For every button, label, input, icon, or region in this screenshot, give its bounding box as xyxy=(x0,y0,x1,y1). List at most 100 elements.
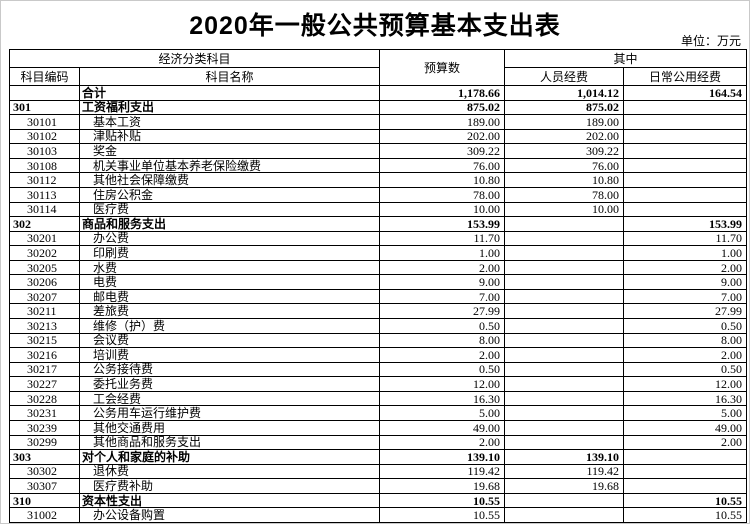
code-cell xyxy=(9,85,80,101)
personnel-cell: 10.00 xyxy=(504,201,625,218)
header-code: 科目编码 xyxy=(9,67,80,86)
table-row: 30227 委托业务费 12.00 12.00 xyxy=(9,376,748,392)
table-row: 30211 差旅费 27.99 27.99 xyxy=(9,303,748,319)
daily-public-cell: 10.55 xyxy=(623,507,748,523)
personnel-cell xyxy=(504,288,625,305)
name-cell: 津贴补贴 xyxy=(78,128,381,145)
budget-cell: 78.00 xyxy=(379,186,506,203)
name-cell: 邮电费 xyxy=(78,288,381,305)
daily-public-cell xyxy=(623,114,748,130)
table-row: 30302 退休费 119.42 119.42 xyxy=(9,463,748,480)
name-cell: 其他交通费用 xyxy=(78,419,381,436)
code-cell: 30213 xyxy=(9,318,80,334)
daily-public-cell: 12.00 xyxy=(623,376,748,392)
code-cell: 30114 xyxy=(9,201,80,218)
table-row: 31002 办公设备购置 10.55 10.55 xyxy=(9,507,748,523)
daily-public-cell xyxy=(623,463,748,480)
personnel-cell: 139.10 xyxy=(504,449,625,465)
budget-cell: 153.99 xyxy=(379,216,506,232)
budget-cell: 2.00 xyxy=(379,347,506,363)
code-cell: 310 xyxy=(9,492,80,509)
code-cell: 30103 xyxy=(9,143,80,159)
code-cell: 30101 xyxy=(9,114,80,130)
code-cell: 30211 xyxy=(9,303,80,319)
daily-public-cell: 27.99 xyxy=(623,303,748,319)
name-cell: 资本性支出 xyxy=(78,492,381,509)
name-cell: 商品和服务支出 xyxy=(78,216,381,232)
name-cell: 培训费 xyxy=(78,347,381,363)
budget-cell: 10.55 xyxy=(379,507,506,523)
daily-public-cell: 8.00 xyxy=(623,332,748,349)
name-cell: 退休费 xyxy=(78,463,381,480)
personnel-cell xyxy=(504,492,625,509)
code-cell: 30228 xyxy=(9,390,80,407)
name-cell: 委托业务费 xyxy=(78,376,381,392)
unit-label: 单位：万元 xyxy=(680,34,741,48)
table-row: 30102 津贴补贴 202.00 202.00 xyxy=(9,128,748,145)
header-name: 科目名称 xyxy=(78,67,381,86)
daily-public-cell: 0.50 xyxy=(623,318,748,334)
budget-cell: 8.00 xyxy=(379,332,506,349)
personnel-cell xyxy=(504,390,625,407)
budget-cell: 309.22 xyxy=(379,143,506,159)
code-cell: 30112 xyxy=(9,172,80,188)
budget-cell: 7.00 xyxy=(379,288,506,305)
name-cell: 住房公积金 xyxy=(78,186,381,203)
budget-cell: 5.00 xyxy=(379,405,506,421)
header-row-1: 经济分类科目 预算数 其中 xyxy=(8,49,748,86)
table-row: 30213 维修（护）费 0.50 0.50 xyxy=(9,318,748,334)
personnel-cell xyxy=(504,303,625,319)
personnel-cell xyxy=(504,507,625,523)
name-cell: 公务用车运行维护费 xyxy=(78,405,381,421)
table-row: 302 商品和服务支出 153.99 153.99 xyxy=(9,216,748,232)
personnel-cell: 78.00 xyxy=(504,186,625,203)
budget-cell: 1.00 xyxy=(379,245,506,261)
daily-public-cell: 16.30 xyxy=(623,390,748,407)
table-row: 30239 其他交通费用 49.00 49.00 xyxy=(9,419,748,436)
daily-public-cell: 11.70 xyxy=(623,230,748,247)
table-row: 30113 住房公积金 78.00 78.00 xyxy=(9,186,748,203)
code-cell: 30302 xyxy=(9,463,80,480)
personnel-cell xyxy=(504,332,625,349)
daily-public-cell xyxy=(623,143,748,159)
personnel-cell xyxy=(504,245,625,261)
code-cell: 30227 xyxy=(9,376,80,392)
table-row: 30103 奖金 309.22 309.22 xyxy=(9,143,748,159)
daily-public-cell: 2.00 xyxy=(623,259,748,276)
personnel-cell xyxy=(504,216,625,232)
daily-public-cell: 1.00 xyxy=(623,245,748,261)
personnel-cell xyxy=(504,347,625,363)
table-row: 30207 邮电费 7.00 7.00 xyxy=(9,288,748,305)
code-cell: 30239 xyxy=(9,419,80,436)
personnel-cell xyxy=(504,376,625,392)
budget-cell: 16.30 xyxy=(379,390,506,407)
table-row: 303 对个人和家庭的补助 139.10 139.10 xyxy=(9,449,748,465)
name-cell: 水费 xyxy=(78,259,381,276)
personnel-cell xyxy=(504,274,625,290)
budget-cell: 119.42 xyxy=(379,463,506,480)
header-personnel: 人员经费 xyxy=(504,67,625,86)
header-budget: 预算数 xyxy=(379,49,506,86)
budget-cell: 1,178.66 xyxy=(379,85,506,101)
budget-cell: 27.99 xyxy=(379,303,506,319)
table-row: 310 资本性支出 10.55 10.55 xyxy=(9,492,748,509)
header-row-2: 科目编码 科目名称 人员经费 日常公用经费 xyxy=(9,67,748,86)
daily-public-cell: 10.55 xyxy=(623,492,748,509)
table-row: 30101 基本工资 189.00 189.00 xyxy=(9,114,748,130)
name-cell: 差旅费 xyxy=(78,303,381,319)
daily-public-cell xyxy=(623,157,748,174)
budget-cell: 0.50 xyxy=(379,361,506,378)
name-cell: 维修（护）费 xyxy=(78,318,381,334)
table-row: 30299 其他商品和服务支出 2.00 2.00 xyxy=(9,434,748,451)
daily-public-cell: 2.00 xyxy=(623,434,748,451)
daily-public-cell: 7.00 xyxy=(623,288,748,305)
table-body: 合计 1,178.66 1,014.12 164.54 301 工资福利支出 875.02 8… xyxy=(9,85,748,523)
name-cell: 工会经费 xyxy=(78,390,381,407)
code-cell: 30102 xyxy=(9,128,80,145)
name-cell: 医疗费补助 xyxy=(78,478,381,494)
table-row: 30205 水费 2.00 2.00 xyxy=(9,259,748,276)
code-cell: 30216 xyxy=(9,347,80,363)
budget-cell: 49.00 xyxy=(379,419,506,436)
header-economic-class: 经济分类科目 xyxy=(8,49,381,68)
